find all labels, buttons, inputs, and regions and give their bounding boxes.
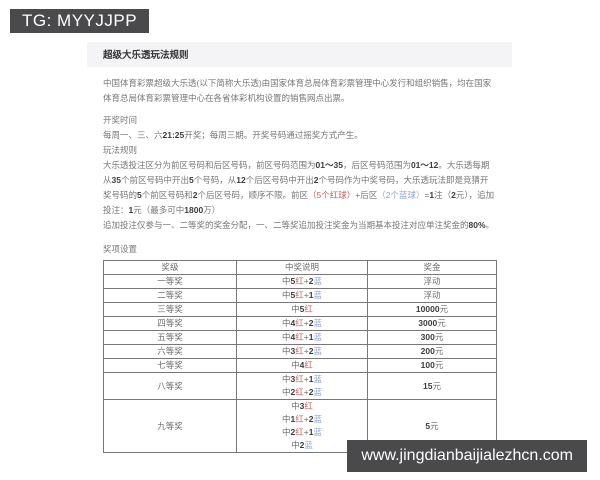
prize-table-header-cell: 奖金 bbox=[367, 260, 497, 275]
prize-level-cell: 五等奖 bbox=[103, 330, 237, 345]
intro-paragraph: 中国体育彩票超级大乐透(以下简称大乐透)由国家体育总局体育彩票管理中心发行和组织… bbox=[103, 78, 492, 103]
prize-table-row: 八等奖 中3红+1蓝 中2红+2蓝 15元 bbox=[103, 372, 497, 400]
prize-table-row: 七等奖 中4红 100元 bbox=[103, 358, 497, 373]
spacer bbox=[103, 233, 496, 242]
prize-table-row: 三等奖 中5红 10000元 bbox=[103, 302, 497, 317]
prize-amount-cell: 200元 bbox=[367, 344, 497, 359]
prize-amount-cell: 浮动 bbox=[367, 288, 497, 303]
article-content: 超级大乐透玩法规则 中国体育彩票超级大乐透(以下简称大乐透)由国家体育总局体育彩… bbox=[87, 42, 512, 453]
rules-heading: 玩法规则 bbox=[103, 145, 138, 155]
website-watermark-banner: www.jingdianbaijialezhcn.com bbox=[347, 440, 587, 472]
prize-amount-cell: 3000元 bbox=[367, 316, 497, 331]
prize-amount-cell: 300元 bbox=[367, 330, 497, 345]
prize-table-row: 六等奖 中3红+2蓝 200元 bbox=[103, 344, 497, 359]
telegram-watermark-banner: TG: MYYJJPP bbox=[10, 9, 150, 33]
rules-extra-text: 追加投注仅参与一、二等奖的奖金分配，一、二等奖追加投注奖金为当期基本投注对应单注… bbox=[103, 220, 495, 230]
draw-time-text: 每周一、三、六21:25开奖；每周三期。开奖号码通过摇奖方式产生。 bbox=[103, 130, 363, 140]
telegram-watermark-text: TG: MYYJJPP bbox=[22, 11, 138, 30]
article-body: 中国体育彩票超级大乐透(以下简称大乐透)由国家体育总局体育彩票管理中心发行和组织… bbox=[87, 76, 512, 453]
prize-table-header-cell: 中奖说明 bbox=[236, 260, 368, 275]
prize-desc-cell: 中4红 bbox=[236, 358, 368, 373]
prize-level-cell: 八等奖 bbox=[103, 372, 237, 400]
prize-table-header-cell: 奖级 bbox=[103, 260, 237, 275]
rules-text: 大乐透投注区分为前区号码和后区号码，前区号码范围为01～35，后区号码范围为01… bbox=[103, 160, 495, 215]
prize-table-body: 一等奖 中5红+2蓝 浮动 二等奖 中5红+1蓝 浮动 三等奖 中5红 10000元 四等奖 中4红… bbox=[103, 274, 497, 453]
prize-amount-cell: 10000元 bbox=[367, 302, 497, 317]
prize-level-cell: 六等奖 bbox=[103, 344, 237, 359]
prize-level-cell: 七等奖 bbox=[103, 358, 237, 373]
prize-desc-cell: 中3红+1蓝 中2红+2蓝 bbox=[236, 372, 368, 400]
prize-desc-cell: 中5红+1蓝 bbox=[236, 288, 368, 303]
prize-level-cell: 九等奖 bbox=[103, 399, 237, 453]
prize-level-cell: 一等奖 bbox=[103, 274, 237, 289]
prize-table-row: 一等奖 中5红+2蓝 浮动 bbox=[103, 274, 497, 289]
draw-time-heading: 开奖时间 bbox=[103, 115, 138, 125]
website-watermark-text: www.jingdianbaijialezhcn.com bbox=[361, 447, 573, 464]
prize-table-row: 五等奖 中4红+1蓝 300元 bbox=[103, 330, 497, 345]
prize-level-cell: 三等奖 bbox=[103, 302, 237, 317]
prize-amount-cell: 浮动 bbox=[367, 274, 497, 289]
prize-table-row: 二等奖 中5红+1蓝 浮动 bbox=[103, 288, 497, 303]
prize-amount-cell: 15元 bbox=[367, 372, 497, 400]
prize-desc-cell: 中4红+1蓝 bbox=[236, 330, 368, 345]
prize-desc-cell: 中3红+2蓝 bbox=[236, 344, 368, 359]
prize-desc-cell: 中4红+2蓝 bbox=[236, 316, 368, 331]
prize-settings-heading: 奖项设置 bbox=[103, 244, 138, 254]
prize-level-cell: 四等奖 bbox=[103, 316, 237, 331]
prize-table-row: 四等奖 中4红+2蓝 3000元 bbox=[103, 316, 497, 331]
prize-desc-cell: 中5红+2蓝 bbox=[236, 274, 368, 289]
prize-amount-cell: 100元 bbox=[367, 358, 497, 373]
prize-table: 奖级 中奖说明 奖金 一等奖 中5红+2蓝 浮动 二等奖 中5红+1蓝 浮动 三等奖 中5红 100… bbox=[103, 260, 497, 453]
prize-table-header-row: 奖级 中奖说明 奖金 bbox=[103, 260, 497, 275]
prize-desc-cell: 中5红 bbox=[236, 302, 368, 317]
prize-level-cell: 二等奖 bbox=[103, 288, 237, 303]
page-title: 超级大乐透玩法规则 bbox=[87, 42, 512, 67]
